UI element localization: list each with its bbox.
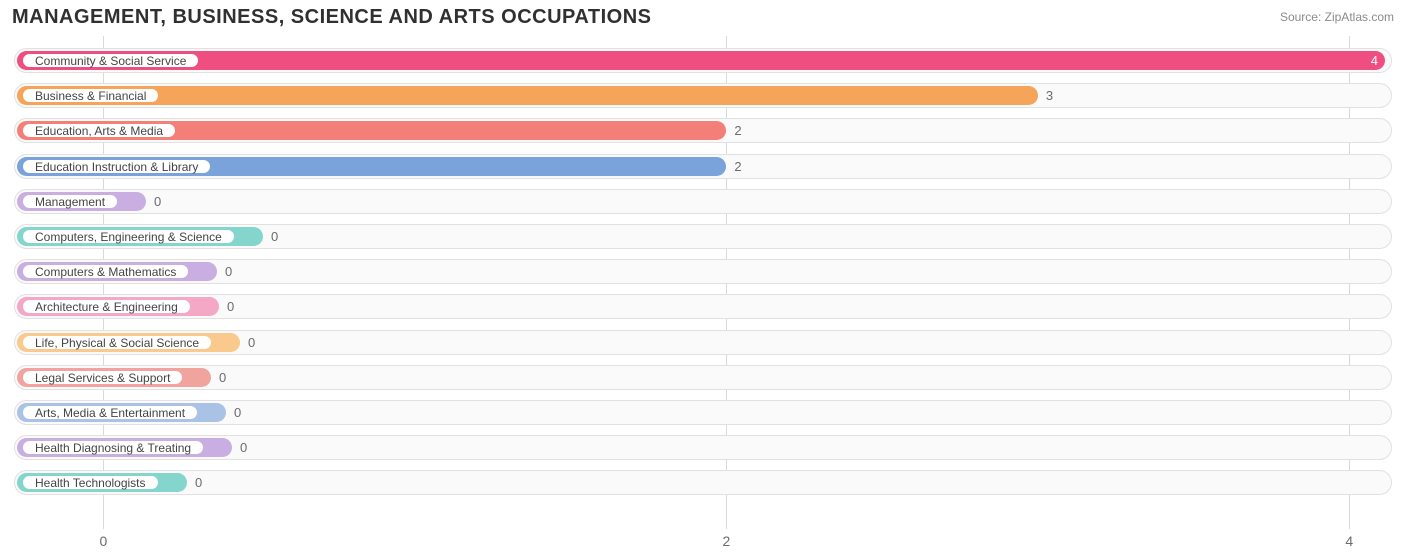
bar-fill (17, 51, 1385, 70)
chart-header: MANAGEMENT, BUSINESS, SCIENCE AND ARTS O… (0, 0, 1406, 34)
x-tick-label: 4 (1345, 533, 1353, 549)
bar-category-pill: Computers & Mathematics (22, 264, 189, 279)
chart-source: Source: ZipAtlas.com (1280, 6, 1394, 24)
bar-row: 2 Education Instruction & Library (10, 152, 1396, 181)
bar-value-label: 0 (271, 229, 278, 244)
bar-category-pill: Health Diagnosing & Treating (22, 440, 204, 455)
bar-value-label: 0 (227, 299, 234, 314)
bar-row: 0 Computers, Engineering & Science (10, 222, 1396, 251)
source-name: ZipAtlas.com (1325, 10, 1394, 24)
bar-row: 0 Health Technologists (10, 468, 1396, 497)
bar-category-pill: Architecture & Engineering (22, 299, 191, 314)
bar-value-label: 2 (734, 159, 741, 174)
bar-value-label: 0 (219, 370, 226, 385)
chart-title: MANAGEMENT, BUSINESS, SCIENCE AND ARTS O… (12, 6, 651, 29)
bar-row: 0 Health Diagnosing & Treating (10, 433, 1396, 462)
bar-value-label: 4 (1371, 53, 1378, 68)
bar-category-pill: Computers, Engineering & Science (22, 229, 235, 244)
bar-row: 0 Legal Services & Support (10, 363, 1396, 392)
x-tick-label: 2 (722, 533, 730, 549)
bar-row: 3 Business & Financial (10, 81, 1396, 110)
bar-category-pill: Business & Financial (22, 88, 159, 103)
bar-value-label: 0 (195, 475, 202, 490)
bar-row: 0 Architecture & Engineering (10, 292, 1396, 321)
bar-value-label: 0 (248, 335, 255, 350)
bar-fill (17, 86, 1038, 105)
bar-category-pill: Community & Social Service (22, 53, 199, 68)
bar-value-label: 0 (225, 264, 232, 279)
bar-category-pill: Education, Arts & Media (22, 123, 176, 138)
bar-row: 0 Computers & Mathematics (10, 257, 1396, 286)
bar-track (14, 294, 1392, 319)
bar-value-label: 2 (734, 123, 741, 138)
x-axis: 0 2 4 (10, 533, 1396, 553)
bar-category-pill: Life, Physical & Social Science (22, 335, 212, 350)
bar-row: 0 Arts, Media & Entertainment (10, 398, 1396, 427)
bar-row: 0 Life, Physical & Social Science (10, 328, 1396, 357)
bar-value-label: 0 (234, 405, 241, 420)
bar-category-pill: Health Technologists (22, 475, 159, 490)
bar-category-pill: Education Instruction & Library (22, 159, 211, 174)
chart-bars-container: 4 Community & Social Service 3 Business & F… (10, 46, 1396, 503)
bar-category-pill: Arts, Media & Entertainment (22, 405, 198, 420)
bar-row: 0 Management (10, 187, 1396, 216)
bar-value-label: 0 (154, 194, 161, 209)
x-tick-label: 0 (100, 533, 108, 549)
chart-plot-area: 4 Community & Social Service 3 Business & F… (10, 36, 1396, 529)
bar-value-label: 3 (1046, 88, 1053, 103)
bar-value-label: 0 (240, 440, 247, 455)
bar-category-pill: Management (22, 194, 118, 209)
bar-category-pill: Legal Services & Support (22, 370, 183, 385)
bar-track (14, 189, 1392, 214)
source-prefix: Source: (1280, 10, 1325, 24)
bar-row: 2 Education, Arts & Media (10, 116, 1396, 145)
bar-track (14, 470, 1392, 495)
bar-track (14, 259, 1392, 284)
bar-row: 4 Community & Social Service (10, 46, 1396, 75)
